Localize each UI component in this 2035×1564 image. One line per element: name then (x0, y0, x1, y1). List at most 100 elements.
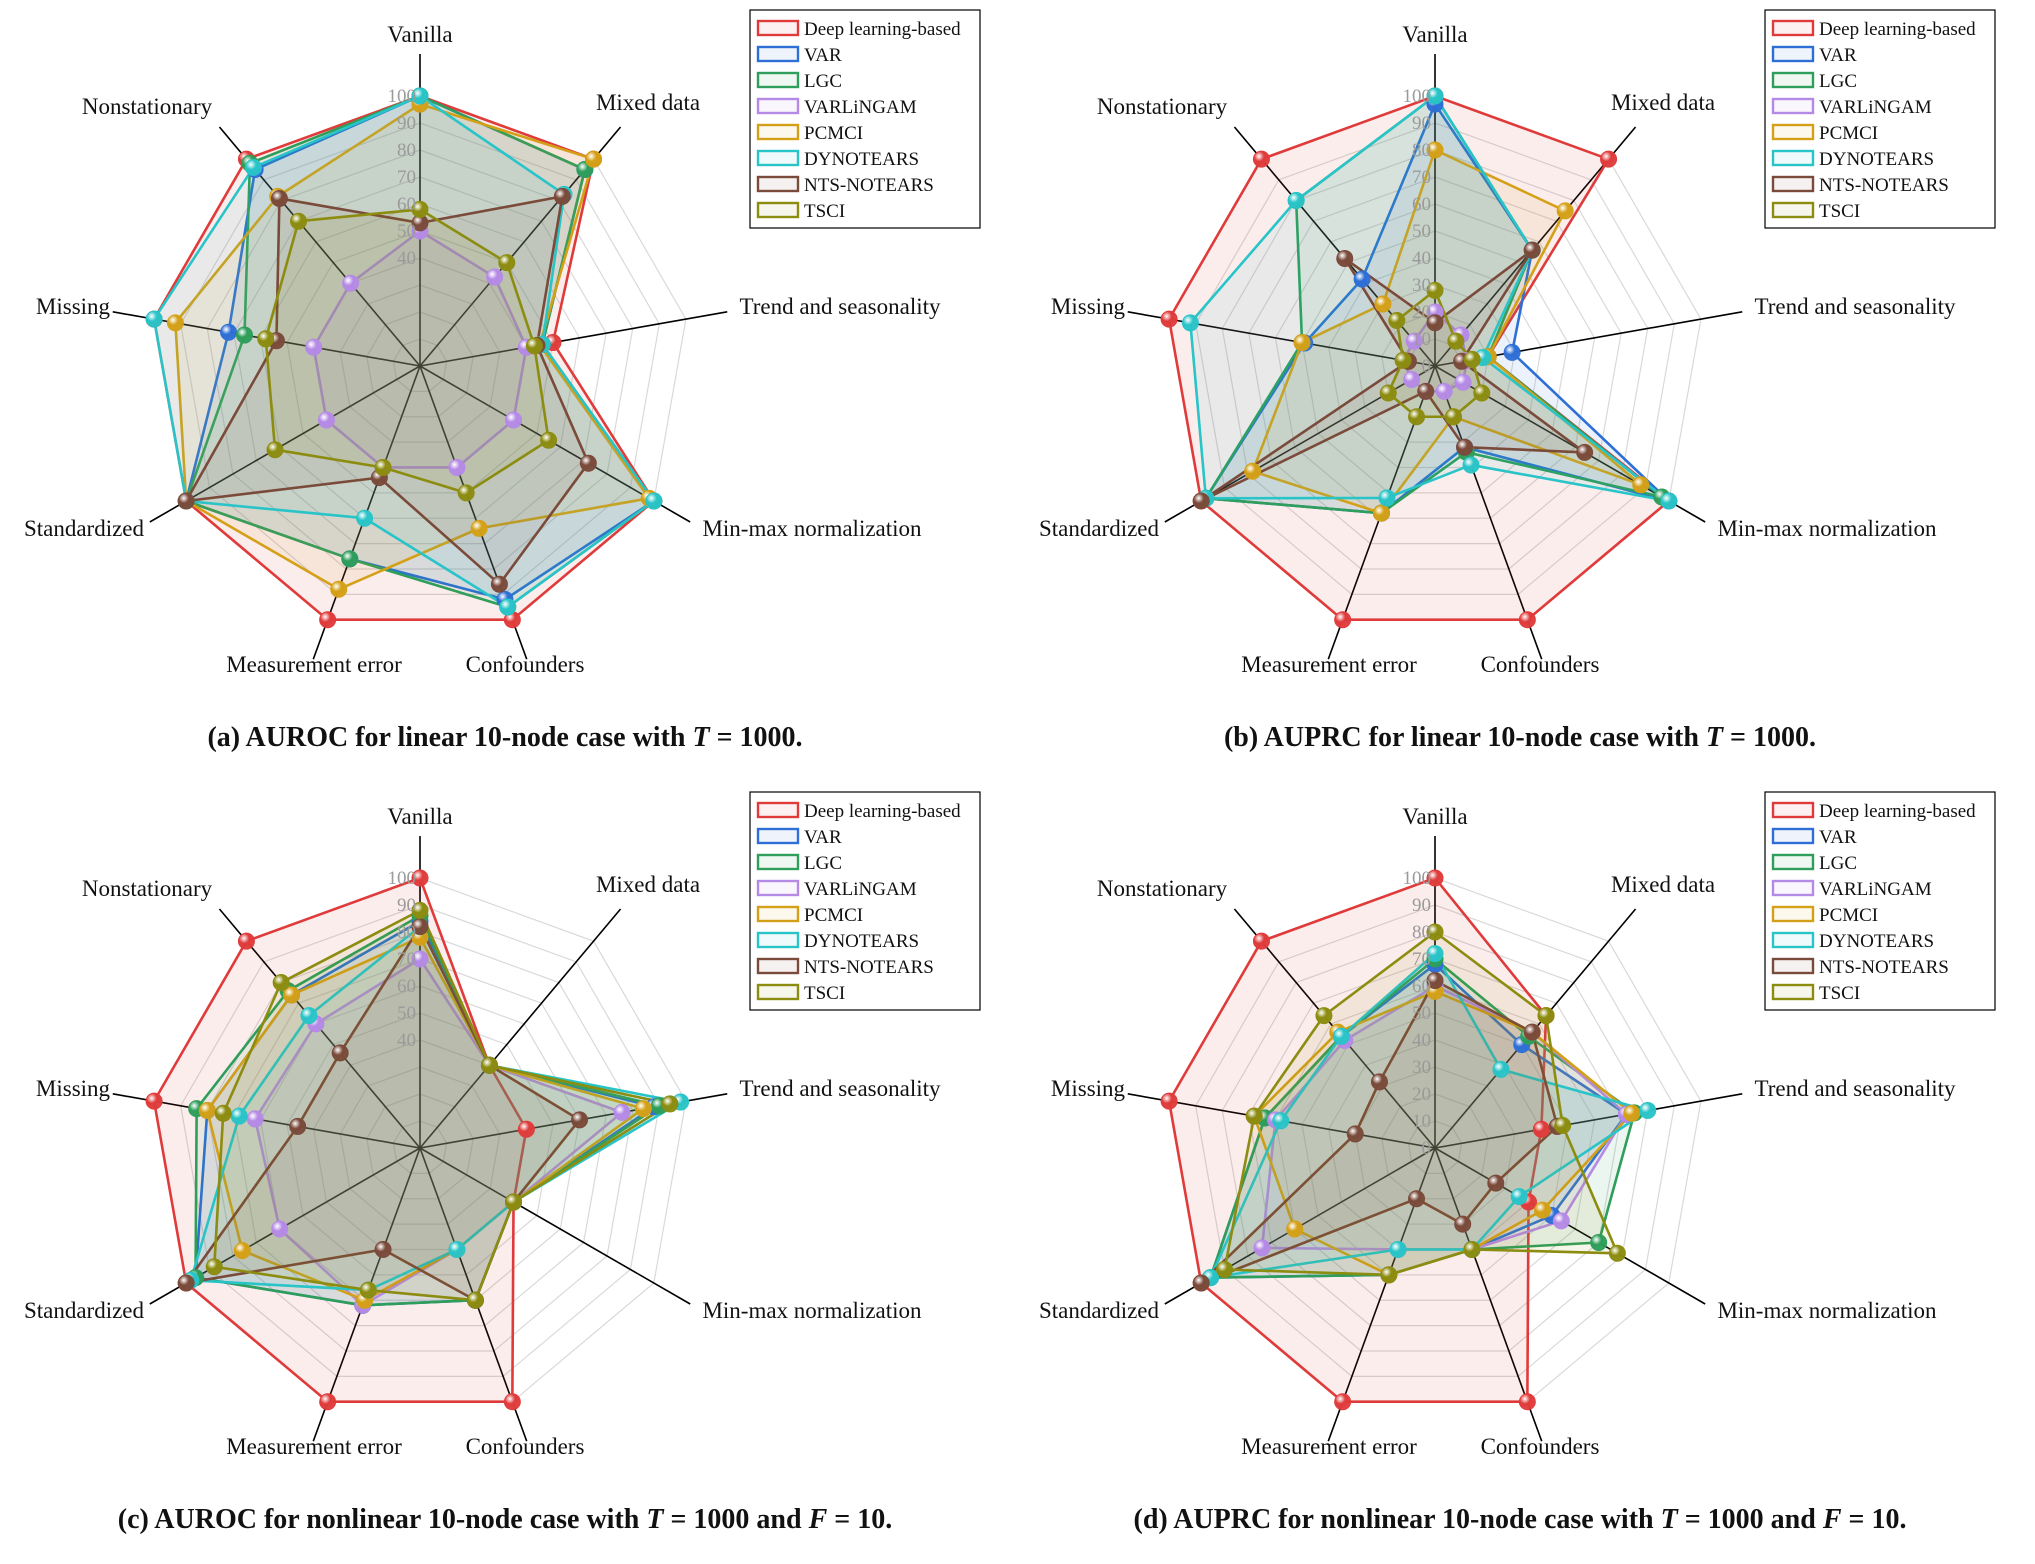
series-tsci-point (1426, 281, 1444, 299)
tick-label: 40 (1412, 1030, 1431, 1051)
series-tsci-polygon (212, 909, 672, 1302)
series-deep-learning-based-point (1334, 611, 1352, 629)
grid-ring (206, 149, 634, 570)
series-nts-notears-point (289, 1117, 307, 1135)
legend-swatch-tsci (756, 201, 800, 219)
tick-label: 0 (1422, 356, 1432, 377)
caption-c-text-2: = 1000 and (663, 1504, 809, 1535)
series-pcmci-point (1534, 1201, 1552, 1219)
legend-swatch-varlingam (1771, 879, 1815, 897)
legend-swatch-deep-learning-based (756, 801, 800, 819)
series-deep-learning-based-point (411, 869, 429, 887)
legend-entry-nts-notears: NTS-NOTEARS (804, 175, 934, 196)
legend-entry-varlingam: VARLiNGAM (804, 97, 917, 118)
axis-label-missing: Missing (1051, 294, 1126, 319)
series-pcmci-point (330, 580, 348, 598)
legend-swatch-nts-notears (1771, 175, 1815, 193)
series-pcmci-point (1293, 334, 1311, 352)
legend-swatch-nts-notears (756, 175, 800, 193)
axis-label-mixed-data: Mixed data (596, 872, 700, 897)
series-deep-learning-based-point (1252, 150, 1270, 168)
axis-label-nonstationary: Nonstationary (1097, 94, 1228, 119)
tick-label: 70 (397, 949, 416, 970)
series-dynotears-point (1639, 1101, 1657, 1119)
series-varlingam-polygon (312, 229, 528, 469)
grid-ring (392, 1120, 448, 1174)
series-tsci-point (525, 337, 543, 355)
caption-c-symbol-t: T (646, 1504, 664, 1535)
axis-label-min-max-normalization: Min-max normalization (1717, 1298, 1937, 1323)
series-tsci-point (661, 1095, 679, 1113)
series-deep-learning-based-point (1518, 1393, 1536, 1411)
grid-ring (259, 985, 581, 1301)
series-deep-learning-based-point (1160, 1092, 1178, 1110)
axis-label-trend-and-seasonality: Trend and seasonality (739, 294, 941, 319)
axis-label-standardized: Standardized (24, 516, 145, 541)
axis-label-mixed-data: Mixed data (1611, 90, 1715, 115)
series-varlingam-point (342, 274, 360, 292)
series-layer (1160, 869, 1657, 1411)
series-nts-notears-polygon (1199, 979, 1559, 1285)
tick-label: 90 (1412, 113, 1431, 134)
axis-spoke (419, 1147, 691, 1305)
series-dynotears-point (145, 310, 163, 328)
series-tsci-point (1245, 1107, 1263, 1125)
tick-label: 40 (1412, 248, 1431, 269)
axis-label-measurement-error: Measurement error (226, 652, 402, 677)
legend-entry-nts-notears: NTS-NOTEARS (1819, 175, 1949, 196)
legend-entry-tsci: TSCI (1819, 201, 1860, 222)
tick-label: 60 (397, 976, 416, 997)
legend-entry-nts-notears: NTS-NOTEARS (804, 957, 934, 978)
radar-chart-b: 0 10 20 30 40 50 60 70 80 90 100 Vanilla Mixed data T… (1039, 9, 1996, 677)
caption-c: (c) AUROC for nonlinear 10-node case wit… (0, 1504, 1010, 1536)
series-tsci-point (1537, 1007, 1555, 1025)
grid-ring (233, 176, 607, 545)
series-lgc-point (341, 550, 359, 568)
legend-entry-deep-learning-based: Deep learning-based (1819, 801, 1976, 822)
caption-d-text-1: (d) AUPRC for nonlinear 10-node case wit… (1133, 1504, 1661, 1535)
series-nts-notears-point (1192, 492, 1210, 510)
axis-label-confounders: Confounders (466, 652, 585, 677)
tick-label: 70 (397, 167, 416, 188)
series-deep-learning-based-point (1518, 611, 1536, 629)
axis-label-vanilla: Vanilla (387, 22, 452, 47)
legend-entry-pcmci: PCMCI (1819, 905, 1878, 926)
series-varlingam-point (1454, 373, 1472, 391)
grid-ring (1274, 985, 1596, 1301)
series-pcmci-point (233, 1242, 251, 1260)
series-dynotears-polygon (1189, 94, 1671, 503)
axis-label-vanilla: Vanilla (387, 804, 452, 829)
grid-ring (366, 311, 474, 418)
series-lgc-point (1590, 1234, 1608, 1251)
axis-label-nonstationary: Nonstationary (1097, 876, 1228, 901)
axis-label-nonstationary: Nonstationary (82, 876, 213, 901)
series-dynotears-point (1462, 456, 1480, 474)
series-pcmci-point (1556, 202, 1574, 220)
tick-label: 60 (1412, 976, 1431, 997)
caption-c-text-3: = 10. (827, 1504, 893, 1535)
series-layer (1160, 87, 1678, 629)
series-varlingam-point (317, 411, 335, 429)
caption-c-symbol-f: F (808, 1504, 828, 1535)
series-dynotears-point (1492, 1060, 1510, 1078)
legend: Deep learning-based VAR LGC VARLiNGAM PCMCI D… (749, 791, 981, 1011)
tick-label: 0 (1422, 1138, 1432, 1159)
series-tsci-point (359, 1281, 377, 1299)
legend: Deep learning-based VAR LGC VARLiNGAM PCMCI D… (1764, 791, 1996, 1011)
axis-label-missing: Missing (36, 294, 111, 319)
axis-spoke (1434, 1147, 1706, 1305)
caption-b-symbol-t: T (1705, 722, 1724, 753)
tick-label: 10 (1412, 329, 1431, 350)
caption-d-text-3: = 10. (1841, 1504, 1907, 1535)
series-deep-learning-based-point (1252, 932, 1270, 950)
legend: Deep learning-based VAR LGC VARLiNGAM PCMCI D… (749, 9, 981, 229)
series-nts-notears-point (177, 1274, 195, 1292)
legend-entry-varlingam: VARLiNGAM (1819, 97, 1932, 118)
legend-swatch-dynotears (756, 931, 800, 949)
legend-swatch-nts-notears (756, 957, 800, 975)
series-tsci-point (1408, 408, 1426, 426)
series-nts-notears-point (1454, 1215, 1472, 1233)
legend-swatch-tsci (756, 983, 800, 1001)
series-deep-learning-based-point (145, 1092, 163, 1110)
axis-spoke (1434, 1093, 1743, 1149)
